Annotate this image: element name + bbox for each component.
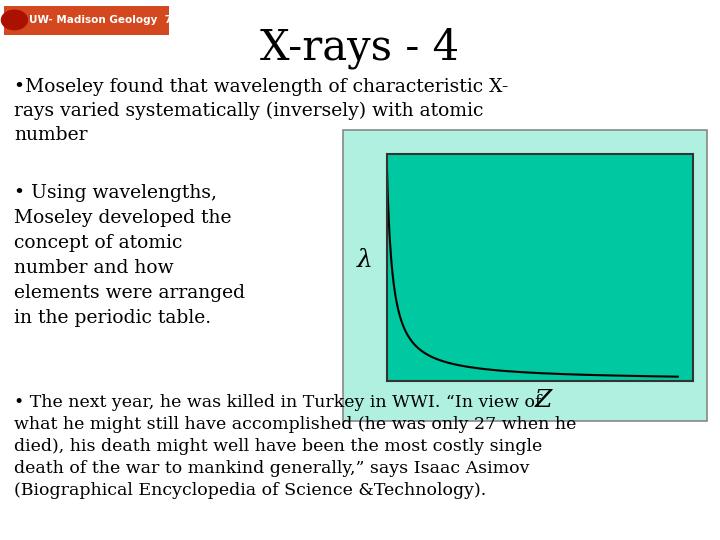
Circle shape <box>1 10 27 30</box>
Text: λ: λ <box>357 249 373 272</box>
Bar <box>4 6 169 35</box>
Text: •Moseley found that wavelength of characteristic X-
rays varied systematically (: •Moseley found that wavelength of charac… <box>14 78 509 144</box>
Text: UW- Madison Geology  777: UW- Madison Geology 777 <box>29 15 186 25</box>
Text: • Using wavelengths,
Moseley developed the
concept of atomic
number and how
elem: • Using wavelengths, Moseley developed t… <box>14 184 246 327</box>
Text: X-rays - 4: X-rays - 4 <box>261 27 459 69</box>
Text: • The next year, he was killed in Turkey in WWI. “In view of
what he might still: • The next year, he was killed in Turkey… <box>14 394 577 499</box>
Text: Z: Z <box>535 389 552 412</box>
Bar <box>343 130 707 421</box>
